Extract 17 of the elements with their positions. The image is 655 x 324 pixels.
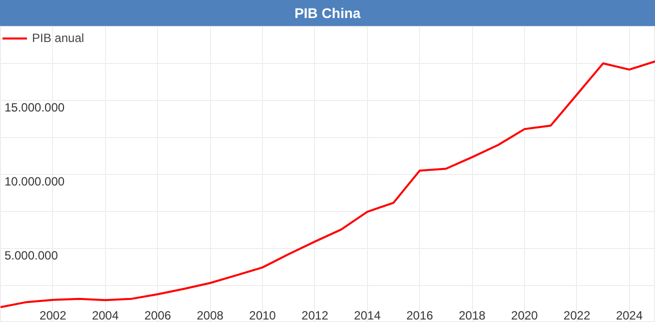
x-tick-label: 2020 [511,308,538,322]
chart-title: PIB China [294,4,361,23]
x-tick-label: 2024 [616,308,643,322]
y-tick-label: 15.000.000 [4,100,65,114]
y-tick-label: 5.000.000 [4,248,58,262]
x-tick-label: 2014 [354,308,381,322]
x-tick-label: 2006 [144,308,172,322]
x-tick-label: 2002 [40,308,67,322]
x-tick-label: 2008 [196,308,224,322]
y-tick-label: 10.000.000 [4,174,65,188]
x-tick-label: 2016 [406,308,434,322]
x-tick-label: 2022 [564,308,591,322]
x-tick-label: 2012 [302,308,329,322]
x-tick-label: 2010 [249,308,276,322]
legend-label: PIB anual [32,31,84,45]
x-tick-label: 2018 [458,308,486,322]
x-tick-label: 2004 [92,308,119,322]
